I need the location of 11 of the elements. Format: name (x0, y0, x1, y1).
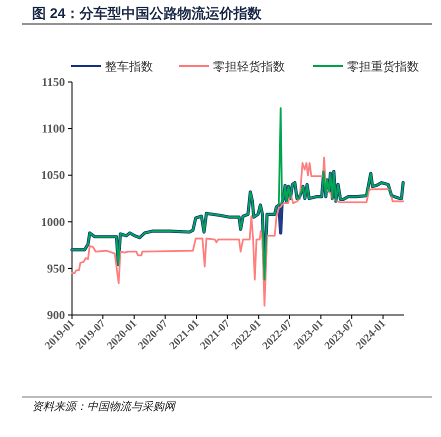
legend-label: 整车指数 (105, 60, 153, 74)
text: 资料来源：中国物流与采购网 (32, 400, 176, 413)
y-tick-label: 950 (47, 261, 65, 276)
y-tick-label: 1050 (41, 168, 65, 182)
y-tick-label: 1000 (41, 214, 65, 229)
chart-title: 图 24：分车型中国公路物流运价指数 (32, 5, 262, 21)
y-tick-label: 1100 (42, 122, 65, 136)
legend-label: 零担轻货指数 (213, 60, 285, 74)
legend-label: 零担重货指数 (347, 60, 419, 74)
y-tick-label: 900 (47, 308, 65, 322)
y-tick-label: 1150 (42, 75, 65, 89)
